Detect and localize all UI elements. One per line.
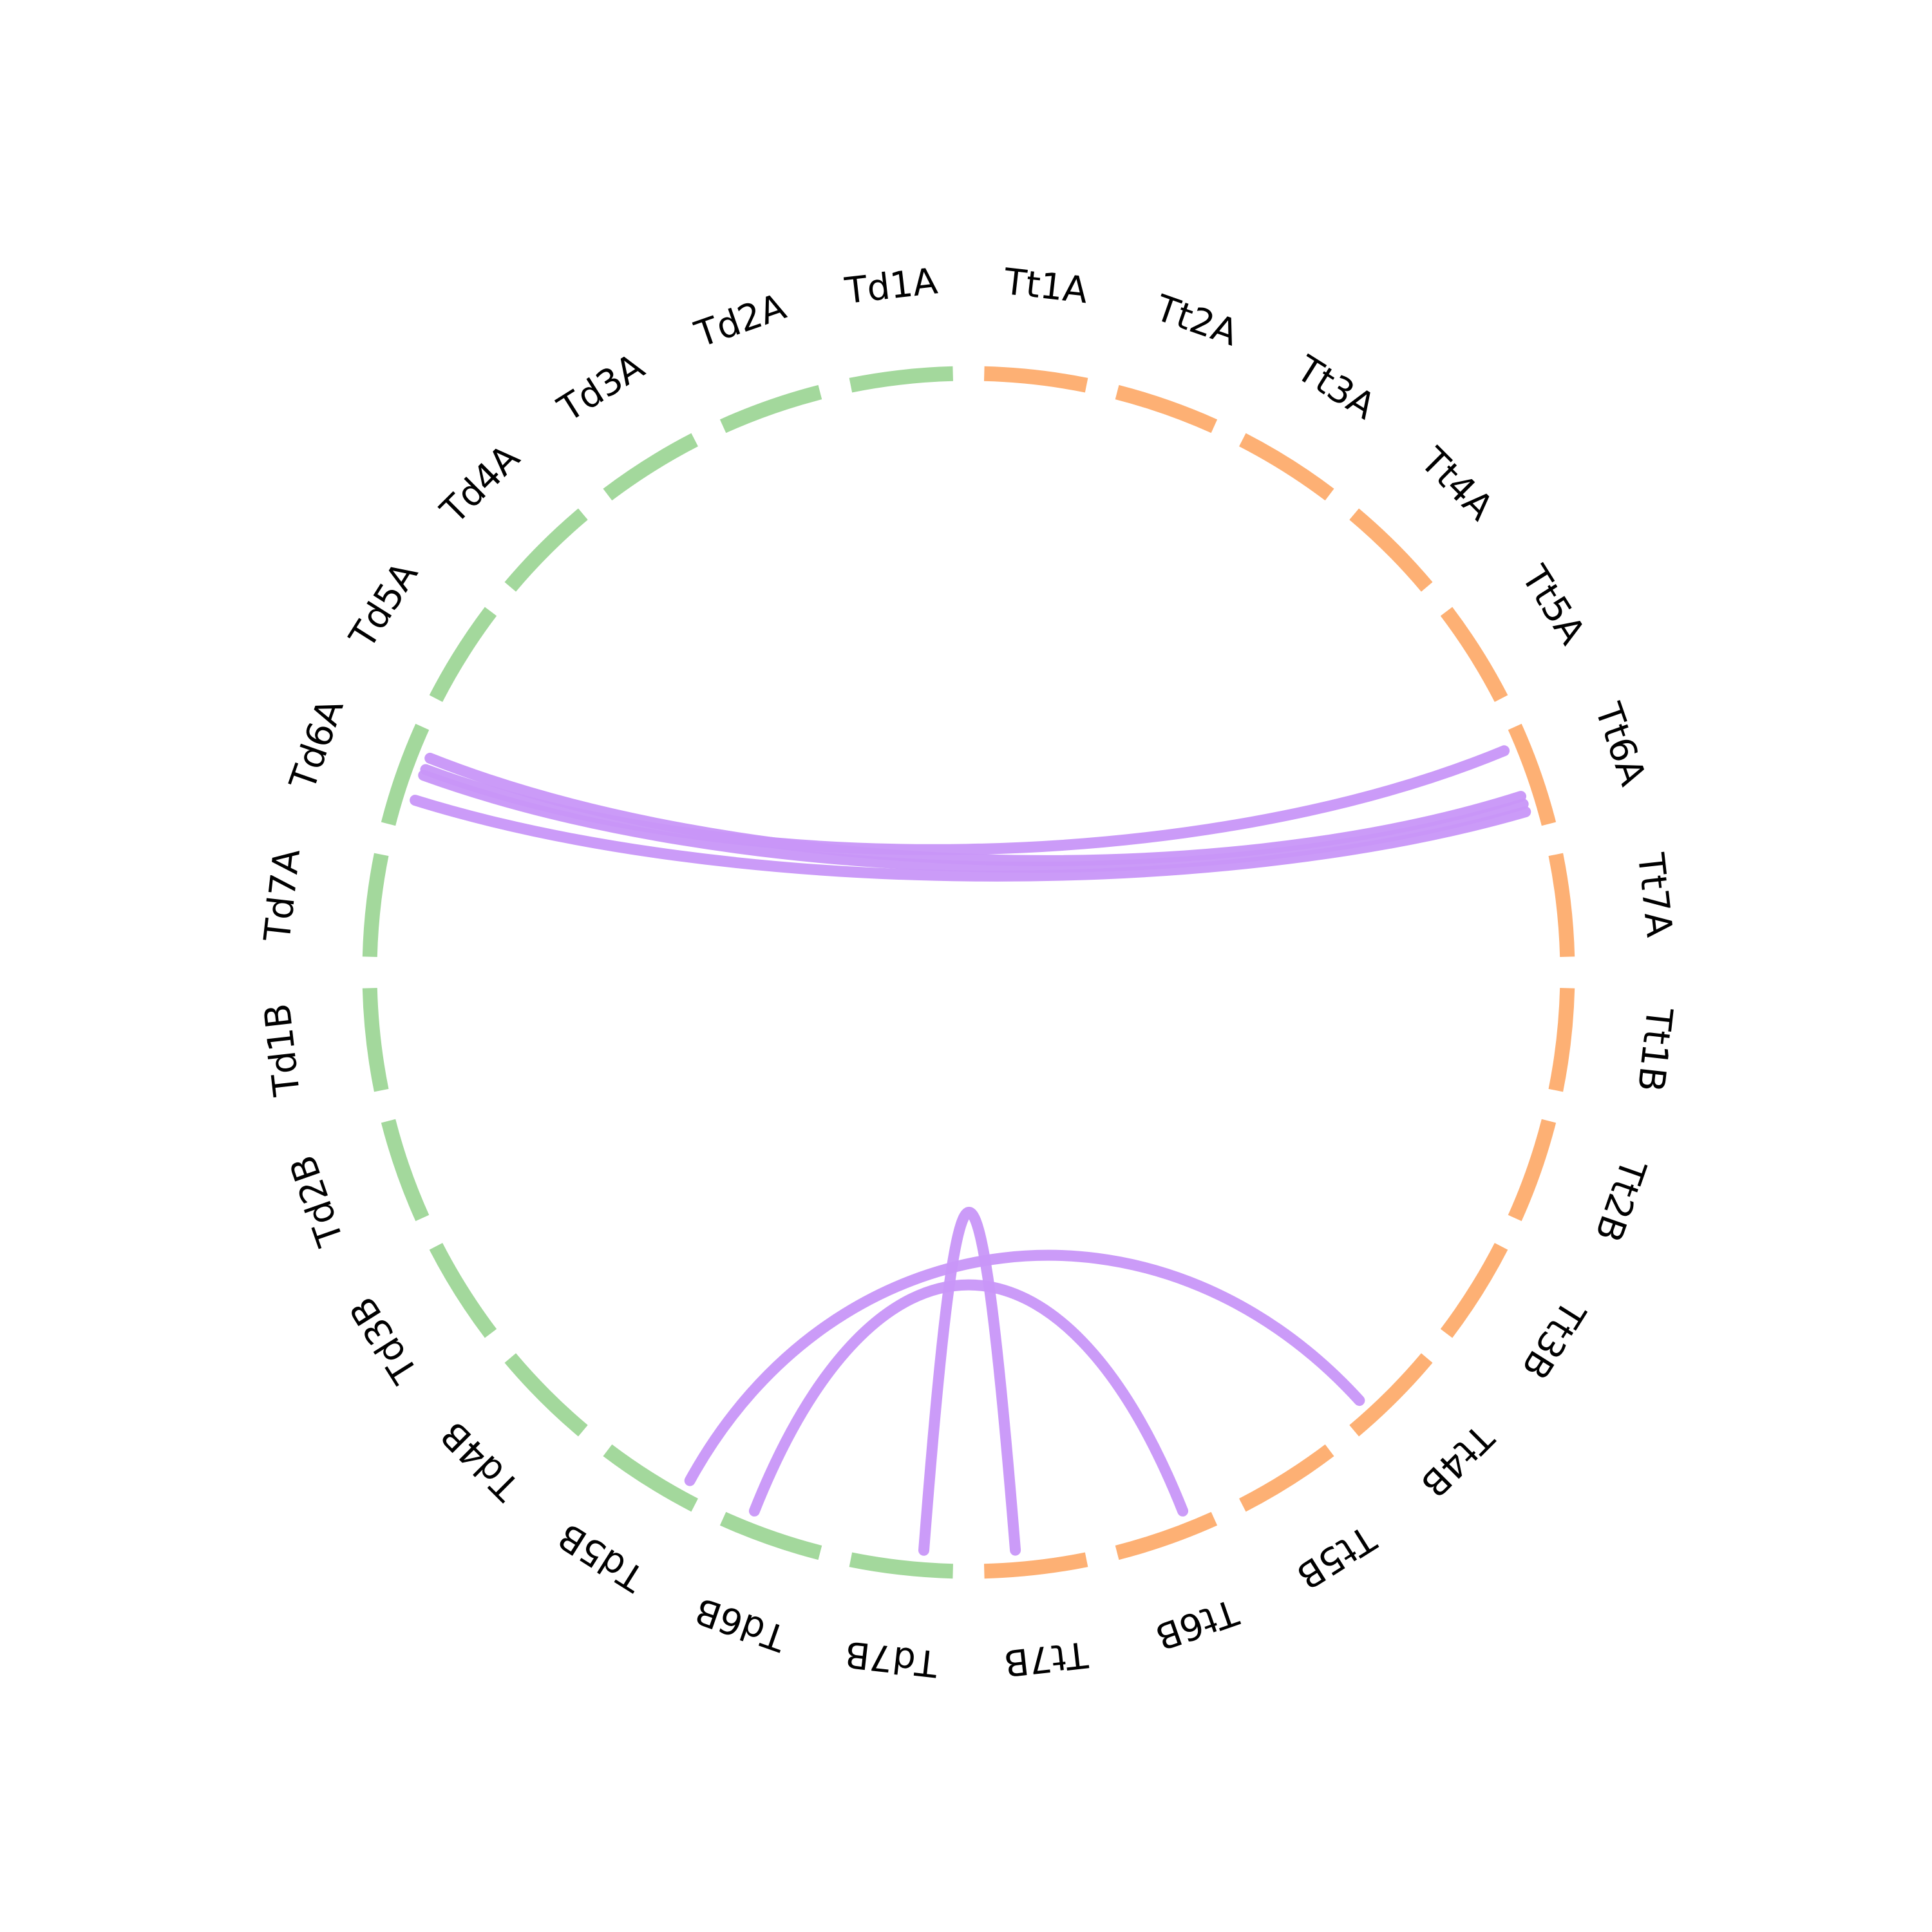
- link-td6a-tt6a: [424, 752, 1526, 866]
- segment-label-td4b: Td4B: [433, 1413, 528, 1508]
- segment-label-tt4b: Tt4B: [1412, 1416, 1502, 1505]
- segment-td3b: [429, 1243, 497, 1338]
- segment-tt1b: [1548, 987, 1575, 1092]
- segment-tt4b: [1349, 1353, 1433, 1437]
- segment-label-tt7b: Tt7B: [1002, 1633, 1091, 1684]
- segment-td2b: [381, 1119, 430, 1222]
- segment-label-td6b: Td6B: [690, 1589, 791, 1659]
- segment-label-tt6b: Tt6B: [1150, 1590, 1244, 1658]
- segment-td4b: [504, 1353, 588, 1437]
- segment-label-tt6a: Tt6A: [1586, 697, 1654, 791]
- segment-label-td4a: Td4A: [433, 437, 528, 532]
- segment-tt1a: [983, 366, 1088, 393]
- segment-tt5a: [1440, 607, 1508, 702]
- segment-td5b: [603, 1444, 698, 1512]
- segment-label-tt3a: Tt3A: [1289, 348, 1383, 428]
- link-td6a-tt6a: [410, 795, 1531, 882]
- segment-tt7a: [1548, 853, 1575, 958]
- link-td7b-tt7b: [918, 1206, 1021, 1556]
- segment-label-tt5b: Tt5B: [1289, 1517, 1383, 1597]
- segment-tt6a: [1508, 723, 1557, 826]
- segment-label-tt4a: Tt4A: [1412, 439, 1501, 529]
- segment-td5a: [429, 607, 497, 702]
- segment-td1a: [849, 366, 954, 393]
- links-layer: [410, 745, 1531, 1556]
- link-td6a-tt6a: [420, 745, 1510, 855]
- segment-label-tt3b: Tt3B: [1513, 1293, 1594, 1387]
- segment-label-td3a: Td3A: [551, 346, 652, 431]
- segment-label-tt7a: Tt7A: [1629, 851, 1680, 940]
- segment-label-td2a: Td2A: [689, 286, 791, 356]
- segment-label-td1b: Td1B: [256, 1001, 308, 1099]
- segment-td1b: [362, 987, 389, 1092]
- segment-tt3b: [1440, 1243, 1508, 1338]
- segment-td3a: [603, 433, 698, 501]
- segment-label-td7a: Td7A: [256, 847, 308, 944]
- segment-label-td1a: Td1A: [842, 260, 940, 312]
- link-td6b-tt6b: [748, 1279, 1189, 1517]
- segment-td4a: [504, 508, 588, 592]
- segment-label-td3b: Td3B: [342, 1289, 427, 1390]
- segment-label-tt1b: Tt1B: [1629, 1005, 1680, 1094]
- segment-label-tt2a: Tt2A: [1150, 287, 1243, 355]
- link-td6a-tt6a: [418, 770, 1529, 873]
- segment-label-tt1a: Tt1A: [1001, 261, 1090, 312]
- segment-label-td2b: Td2B: [282, 1150, 352, 1251]
- segment-tt2a: [1115, 384, 1218, 433]
- segment-tt7b: [983, 1552, 1088, 1579]
- link-td5b-tt4b: [684, 1249, 1365, 1486]
- segment-label-td5a: Td5A: [341, 555, 426, 656]
- segment-label-td7b: Td7B: [843, 1633, 940, 1685]
- segment-label-td6a: Td6A: [281, 694, 352, 795]
- segment-tt6b: [1115, 1511, 1218, 1560]
- segment-td7a: [362, 853, 389, 958]
- segment-td2a: [719, 384, 822, 433]
- segments-layer: [362, 366, 1575, 1579]
- segment-tt4a: [1349, 508, 1433, 592]
- segment-tt3a: [1239, 433, 1334, 501]
- segment-tt5b: [1239, 1444, 1334, 1512]
- segment-tt2b: [1508, 1119, 1557, 1222]
- segment-label-tt5a: Tt5A: [1513, 558, 1593, 652]
- segment-td6a: [381, 723, 430, 826]
- segment-td6b: [719, 1511, 822, 1560]
- segment-label-td5b: Td5B: [551, 1515, 652, 1600]
- segment-td7b: [849, 1552, 954, 1579]
- segment-label-tt2b: Tt2B: [1587, 1153, 1654, 1247]
